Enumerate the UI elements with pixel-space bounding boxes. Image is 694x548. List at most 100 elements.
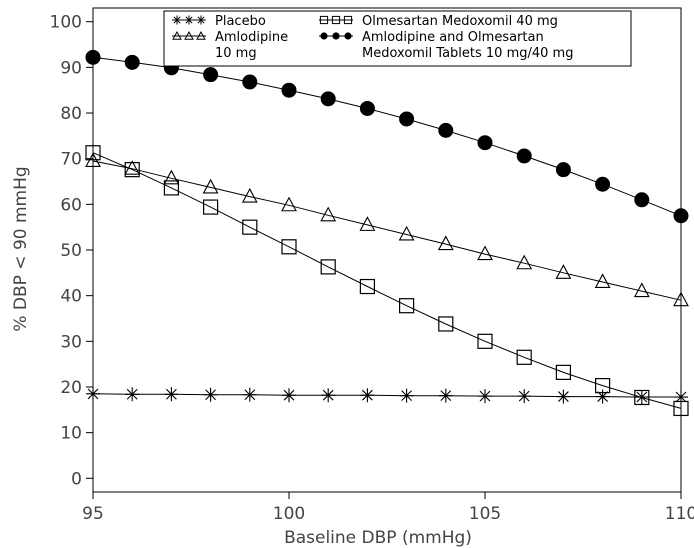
data-point <box>634 389 650 406</box>
data-point <box>555 162 571 178</box>
data-point <box>163 180 179 196</box>
data-point <box>359 278 375 295</box>
data-point <box>595 176 611 192</box>
data-point <box>555 364 572 380</box>
data-point <box>673 291 689 307</box>
data-point <box>673 400 689 417</box>
y-tick-label: 80 <box>60 104 82 124</box>
data-point <box>517 389 532 404</box>
x-tick-label: 100 <box>273 504 305 524</box>
data-point <box>242 74 258 90</box>
x-tick-label: 95 <box>82 504 104 524</box>
legend-marker <box>184 30 194 40</box>
data-point <box>359 100 375 116</box>
data-point <box>477 333 493 349</box>
data-point <box>163 169 180 185</box>
legend-box <box>163 10 632 67</box>
data-point <box>438 388 453 403</box>
data-point <box>477 245 493 261</box>
legend-entry: Placebo <box>172 14 266 29</box>
legend-label: Amlodipine and Olmesartan Medoxomil Table… <box>362 30 573 61</box>
series-line <box>92 152 682 409</box>
legend-label: Olmesartan Medoxomil 40 mg <box>362 14 558 29</box>
data-point <box>478 389 492 404</box>
series-triangle <box>85 152 689 307</box>
data-point <box>321 388 336 403</box>
legend-marker <box>196 15 206 25</box>
data-point <box>86 386 100 401</box>
data-point <box>360 388 375 403</box>
x-tick-label: 105 <box>469 504 501 524</box>
y-tick-label: 50 <box>60 241 82 261</box>
y-tick-label: 30 <box>60 332 82 352</box>
series-layer <box>85 49 689 417</box>
x-axis-title: Baseline DBP (mmHg) <box>284 528 472 548</box>
data-point <box>633 282 650 298</box>
data-point <box>203 387 218 402</box>
legend-marker <box>344 32 352 40</box>
y-axis: 0 10 20 30 40 50 60 70 80 90 100 <box>50 13 93 489</box>
data-point <box>437 235 454 251</box>
data-point <box>594 273 611 289</box>
y-axis-title: % DBP < 90 mmHg <box>11 166 31 331</box>
legend-marker <box>196 30 206 40</box>
data-point <box>438 316 454 332</box>
y-tick-label: 10 <box>60 424 82 444</box>
data-point <box>516 349 532 365</box>
series-line <box>92 393 681 398</box>
data-point <box>164 387 179 402</box>
data-point <box>674 390 688 405</box>
series-line <box>92 160 682 301</box>
legend-label: Placebo <box>215 14 266 29</box>
data-point <box>281 239 297 255</box>
legend-marker <box>320 32 328 40</box>
y-tick-label: 90 <box>60 58 82 78</box>
data-point <box>477 135 493 151</box>
data-point <box>399 111 415 127</box>
y-tick-label: 60 <box>60 195 82 215</box>
series-circle <box>85 49 689 224</box>
data-point <box>281 196 297 212</box>
data-point <box>85 145 101 161</box>
data-point <box>516 148 532 164</box>
data-point <box>398 225 415 241</box>
data-point <box>595 389 610 404</box>
data-point <box>85 49 101 65</box>
series-square <box>85 145 689 417</box>
data-point <box>594 378 611 394</box>
data-point <box>438 122 454 138</box>
y-tick-label: 100 <box>50 13 82 33</box>
y-tick-label: 20 <box>60 378 82 398</box>
data-point <box>281 82 297 98</box>
x-tick-label: 110 <box>665 504 694 524</box>
legend-marker <box>184 15 194 25</box>
data-point <box>124 162 140 178</box>
legend-label: Amlodipine 10 mg <box>215 30 288 61</box>
data-point <box>320 206 337 222</box>
data-point <box>242 219 258 235</box>
series-asterisk <box>86 386 688 405</box>
legend-marker <box>332 32 340 40</box>
legend-entry: Olmesartan Medoxomil 40 mg <box>319 14 558 29</box>
legend-marker <box>343 15 353 25</box>
data-point <box>320 91 336 107</box>
y-tick-label: 40 <box>60 287 82 307</box>
data-point <box>202 178 219 194</box>
data-point <box>282 388 296 403</box>
data-point <box>124 54 140 70</box>
data-point <box>242 387 257 402</box>
legend-marker <box>172 30 182 40</box>
legend-marker <box>172 15 182 25</box>
data-point <box>203 199 219 215</box>
data-point <box>634 192 650 208</box>
data-point <box>359 216 376 231</box>
x-axis: 95 100 105 110 <box>82 492 694 524</box>
legend-entry: Amlodipine and Olmesartan Medoxomil Table… <box>319 30 573 61</box>
data-point <box>241 187 258 203</box>
data-point <box>516 254 533 270</box>
data-point <box>203 67 219 83</box>
legend-entry: Amlodipine 10 mg <box>172 30 288 61</box>
data-point <box>320 259 336 275</box>
